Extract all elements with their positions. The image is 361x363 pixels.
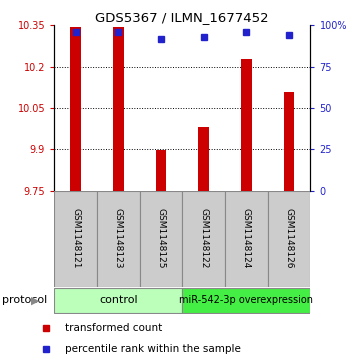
Bar	[140, 191, 182, 287]
Text: control: control	[99, 295, 138, 305]
Text: GSM1148125: GSM1148125	[156, 208, 165, 269]
Text: GSM1148123: GSM1148123	[114, 208, 123, 269]
Text: ▶: ▶	[31, 295, 39, 305]
Bar	[182, 191, 225, 287]
Bar	[284, 92, 295, 191]
Bar	[268, 191, 310, 287]
Bar	[70, 27, 81, 191]
Text: GSM1148122: GSM1148122	[199, 208, 208, 269]
Text: miR-542-3p overexpression: miR-542-3p overexpression	[179, 295, 313, 305]
Bar	[198, 127, 209, 191]
Text: GSM1148124: GSM1148124	[242, 208, 251, 269]
Bar	[97, 191, 140, 287]
Text: protocol: protocol	[2, 295, 47, 305]
Bar	[182, 288, 310, 313]
Text: GSM1148121: GSM1148121	[71, 208, 80, 269]
Bar	[225, 191, 268, 287]
Text: transformed count: transformed count	[65, 323, 162, 333]
Bar	[241, 59, 252, 191]
Title: GDS5367 / ILMN_1677452: GDS5367 / ILMN_1677452	[96, 11, 269, 24]
Bar	[156, 150, 166, 191]
Bar	[54, 288, 182, 313]
Bar	[54, 191, 97, 287]
Text: percentile rank within the sample: percentile rank within the sample	[65, 344, 241, 354]
Text: GSM1148126: GSM1148126	[284, 208, 293, 269]
Bar	[113, 27, 123, 191]
